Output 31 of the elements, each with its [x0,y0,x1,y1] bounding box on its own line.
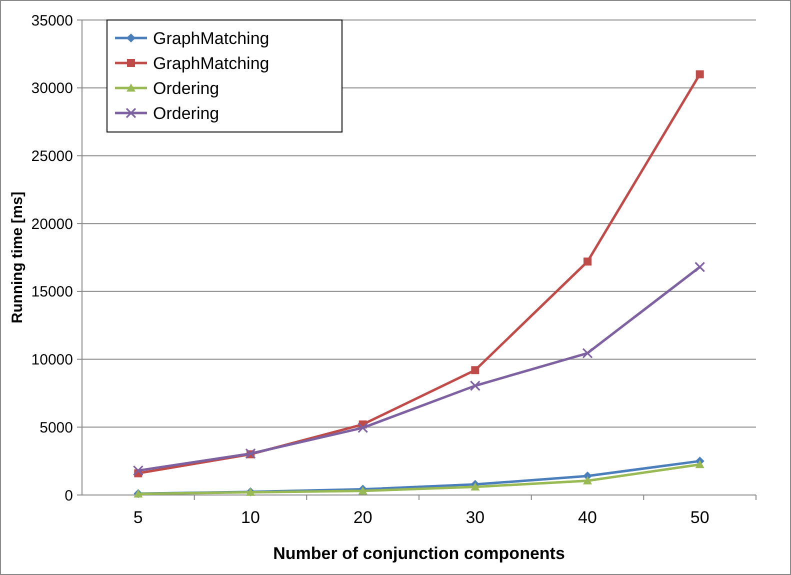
point [696,70,704,78]
point [583,476,592,484]
point [694,262,706,272]
x-tick-label: 5 [133,508,143,527]
legend-label: GraphMatching [153,28,270,48]
x-tick-label: 50 [690,508,710,527]
point [582,348,593,358]
x-tick-label: 20 [353,508,372,527]
point [470,380,480,392]
y-tick-label: 0 [64,487,73,504]
y-tick-label: 10000 [31,352,73,369]
y-tick-label: 25000 [31,148,73,165]
point [695,460,704,468]
y-tick-label: 5000 [40,419,73,436]
x-tick-label: 10 [241,508,260,527]
point [471,366,480,374]
y-tick-label: 15000 [31,284,73,301]
legend-label: Ordering [153,78,220,98]
point [470,482,480,490]
x-axis-title: Number of conjunction components [273,544,565,563]
legend-label: Ordering [153,104,220,123]
x-tick-label: 30 [466,508,485,527]
point [584,258,592,266]
y-axis-title: Running time [ms] [9,192,26,324]
x-tick-label: 40 [578,508,597,527]
y-tick-label: 30000 [31,80,73,98]
legend-label: GraphMatching [153,54,270,73]
y-tick-label: 20000 [31,216,73,233]
y-tick-label: 35000 [31,12,73,30]
point [358,422,368,434]
point [132,465,144,476]
